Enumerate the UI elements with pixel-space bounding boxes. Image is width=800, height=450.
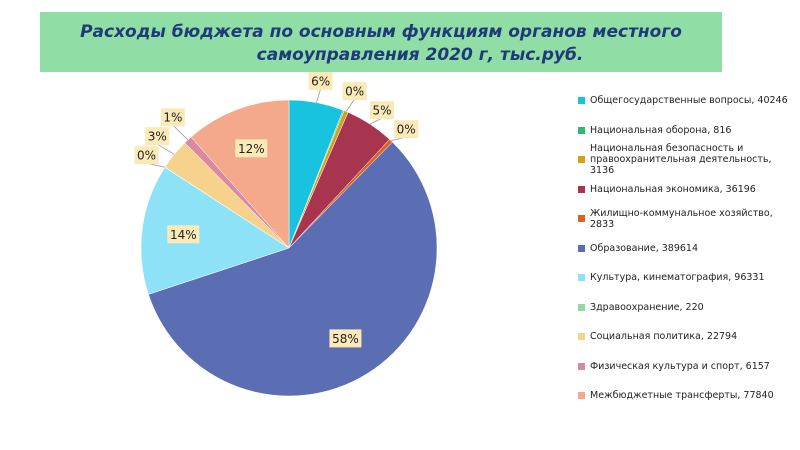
legend-swatch xyxy=(578,215,585,223)
leader-line xyxy=(172,124,189,141)
legend-swatch xyxy=(578,274,585,282)
legend-label: Жилищно-коммунальное хозяйство, 2833 xyxy=(590,207,773,230)
data-label-box xyxy=(145,127,170,146)
legend-label: Общегосударственные вопросы, 40246 xyxy=(590,95,788,107)
legend-swatch xyxy=(578,244,585,252)
legend-label: Национальная экономика, 36196 xyxy=(590,183,756,195)
data-label: 12% xyxy=(238,142,265,156)
legend-swatch xyxy=(578,392,585,400)
data-label: 0% xyxy=(137,149,156,163)
data-label-box xyxy=(160,108,185,127)
pie-slice xyxy=(190,99,290,249)
legend-item: Социальная политика, 22794 xyxy=(578,322,788,352)
data-label-box xyxy=(167,225,200,244)
chart-title: самоуправления 2020 г, тыс.руб. xyxy=(257,45,584,65)
data-label-box xyxy=(370,101,395,120)
chart-title: Расходы бюджета по основным функциям орг… xyxy=(80,22,682,42)
data-label-box xyxy=(134,146,159,165)
legend-swatch xyxy=(578,156,585,164)
legend-item: Межбюджетные трансферты, 77840 xyxy=(578,381,788,411)
legend-item: Жилищно-коммунальное хозяйство, 2833 xyxy=(578,204,788,234)
legend-label: Культура, кинематография, 96331 xyxy=(590,272,765,284)
legend-item: Образование, 389614 xyxy=(578,234,788,264)
data-label: 14% xyxy=(170,228,197,242)
data-label: 5% xyxy=(372,104,391,118)
legend-item: Здравоохранение, 220 xyxy=(578,293,788,323)
data-label-box xyxy=(342,82,367,101)
legend-swatch xyxy=(578,333,585,341)
legend-label: Физическая культура и спорт, 6157 xyxy=(590,360,770,372)
legend-item: Общегосударственные вопросы, 40246 xyxy=(578,86,788,116)
legend-label: Межбюджетные трансферты, 77840 xyxy=(590,390,774,402)
legend-label: Здравоохранение, 220 xyxy=(590,301,704,313)
legend-swatch xyxy=(578,303,585,311)
data-label: 0% xyxy=(345,85,364,99)
pie-slice xyxy=(148,141,438,397)
data-label: 58% xyxy=(332,332,359,346)
legend-item: Национальная безопасность и правоохранит… xyxy=(578,143,788,177)
legend: Общегосударственные вопросы, 40246 Национ… xyxy=(578,86,788,411)
data-label-box xyxy=(329,329,362,348)
pie-slice xyxy=(140,166,290,295)
leader-line xyxy=(316,88,321,103)
legend-label: Национальная оборона, 816 xyxy=(590,124,732,136)
legend-item: Физическая культура и спорт, 6157 xyxy=(578,352,788,382)
legend-item: Национальная оборона, 816 xyxy=(578,116,788,146)
data-label-box xyxy=(394,120,419,139)
legend-swatch xyxy=(578,362,585,370)
legend-item: Культура, кинематография, 96331 xyxy=(578,263,788,293)
data-label-box xyxy=(235,139,268,158)
data-label: 0% xyxy=(397,123,416,137)
data-label: 6% xyxy=(311,74,330,88)
legend-label: Социальная политика, 22794 xyxy=(590,331,738,343)
data-label: 3% xyxy=(148,130,167,144)
legend-item: Национальная экономика, 36196 xyxy=(578,175,788,205)
legend-swatch xyxy=(578,126,585,134)
legend-label: Образование, 389614 xyxy=(590,242,699,254)
title-box xyxy=(40,12,722,72)
leader-line xyxy=(157,143,175,155)
leader-line xyxy=(345,98,355,112)
legend-swatch xyxy=(578,97,585,105)
data-label: 1% xyxy=(163,111,182,125)
legend-swatch xyxy=(578,185,585,193)
legend-label: Национальная безопасность и правоохранит… xyxy=(590,143,772,177)
data-label-box xyxy=(308,71,333,90)
